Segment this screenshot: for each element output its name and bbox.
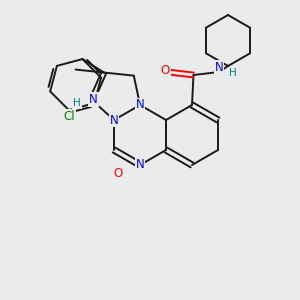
Text: H: H xyxy=(229,68,236,79)
Text: H: H xyxy=(73,98,81,108)
Text: N: N xyxy=(214,61,224,74)
Text: N: N xyxy=(89,93,98,106)
Text: O: O xyxy=(113,167,123,180)
Text: N: N xyxy=(136,158,144,172)
Text: N: N xyxy=(136,98,144,112)
Text: N: N xyxy=(110,113,118,127)
Text: Cl: Cl xyxy=(63,110,75,122)
Text: O: O xyxy=(160,64,169,77)
